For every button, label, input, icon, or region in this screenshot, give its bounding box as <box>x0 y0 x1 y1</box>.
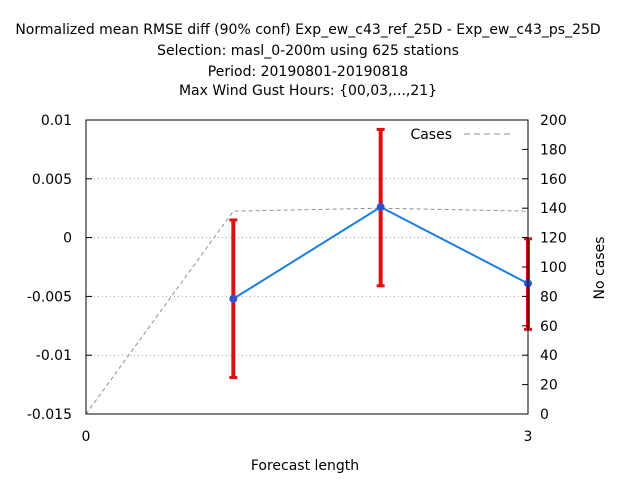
title-line-4: Max Wind Gust Hours: {00,03,...,21} <box>179 83 437 99</box>
title-line-2: Selection: masl_0-200m using 625 station… <box>157 43 459 59</box>
x-axis-label: Forecast length <box>251 458 359 474</box>
title-line-3: Period: 20190801-20190818 <box>208 64 408 80</box>
y2-axis-label: No cases <box>592 237 608 300</box>
y2-tick-label: 80 <box>540 289 558 305</box>
y-tick-label: 0.005 <box>32 172 72 188</box>
y2-tick-label: 40 <box>540 348 558 364</box>
x-tick-label: 0 <box>82 429 91 445</box>
y2-tick-label: 0 <box>540 407 549 423</box>
y-tick-label: -0.015 <box>27 407 72 423</box>
cases-line <box>85 207 529 415</box>
y-tick-label: 0.01 <box>41 113 72 129</box>
y2-tick-label: 160 <box>540 172 567 188</box>
plot-frame <box>85 119 529 415</box>
y2-tick-label: 20 <box>540 378 558 394</box>
y2-tick-label: 120 <box>540 231 567 247</box>
y-tick-label: 0 <box>63 231 72 247</box>
axis-ticks: 0.010.0050-0.005-0.01-0.0152001801601401… <box>27 113 567 445</box>
chart-title: Normalized mean RMSE diff (90% conf) Exp… <box>15 22 600 99</box>
title-line-1: Normalized mean RMSE diff (90% conf) Exp… <box>15 22 600 38</box>
y2-tick-label: 60 <box>540 319 558 335</box>
data-point <box>229 294 238 303</box>
y2-tick-label: 180 <box>540 142 567 158</box>
y2-tick-label: 100 <box>540 260 567 276</box>
y2-tick-label: 140 <box>540 201 567 217</box>
y2-tick-label: 200 <box>540 113 567 129</box>
y-tick-label: -0.005 <box>27 289 72 305</box>
rmse-series <box>229 203 532 303</box>
cases-series <box>85 207 529 415</box>
legend: Cases <box>410 127 510 143</box>
legend-label: Cases <box>410 127 452 143</box>
error-bars <box>229 127 532 380</box>
y-tick-label: -0.01 <box>36 348 72 364</box>
gridlines <box>86 178 528 356</box>
data-point <box>376 203 385 212</box>
x-tick-label: 3 <box>524 429 533 445</box>
